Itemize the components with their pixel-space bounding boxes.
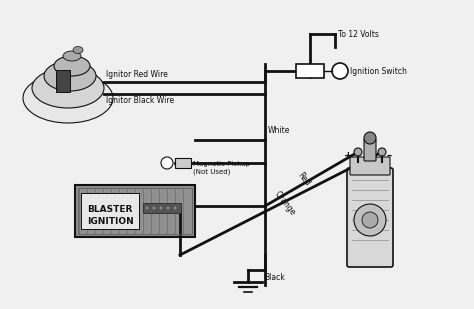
Circle shape xyxy=(332,63,348,79)
FancyBboxPatch shape xyxy=(364,139,376,161)
Text: Orange: Orange xyxy=(273,189,298,217)
FancyBboxPatch shape xyxy=(350,157,390,175)
Text: To 12 Volts: To 12 Volts xyxy=(338,29,379,39)
Text: BLASTER: BLASTER xyxy=(87,205,133,214)
FancyBboxPatch shape xyxy=(296,64,324,78)
Circle shape xyxy=(152,206,156,210)
FancyBboxPatch shape xyxy=(75,185,195,237)
Text: –: – xyxy=(387,151,392,161)
Ellipse shape xyxy=(73,46,83,53)
Circle shape xyxy=(354,204,386,236)
Text: +: + xyxy=(344,151,353,161)
Ellipse shape xyxy=(23,73,113,123)
Ellipse shape xyxy=(44,61,96,91)
FancyBboxPatch shape xyxy=(347,168,393,267)
Circle shape xyxy=(159,206,163,210)
Text: Red: Red xyxy=(296,171,312,188)
FancyBboxPatch shape xyxy=(143,203,181,213)
Text: IGNITION: IGNITION xyxy=(87,217,133,226)
FancyBboxPatch shape xyxy=(81,193,139,229)
Text: Black: Black xyxy=(264,273,285,282)
Text: Ignitor Black Wire: Ignitor Black Wire xyxy=(106,96,174,105)
Circle shape xyxy=(161,157,173,169)
Circle shape xyxy=(364,132,376,144)
Circle shape xyxy=(378,148,386,156)
FancyBboxPatch shape xyxy=(175,158,191,168)
Circle shape xyxy=(354,148,362,156)
Text: Ignitor Red Wire: Ignitor Red Wire xyxy=(106,70,168,79)
Circle shape xyxy=(145,206,149,210)
Ellipse shape xyxy=(63,51,81,61)
Circle shape xyxy=(362,212,378,228)
Ellipse shape xyxy=(54,56,90,76)
Circle shape xyxy=(166,206,170,210)
FancyBboxPatch shape xyxy=(56,70,70,92)
Text: Magnetic Pickup
(Not Used): Magnetic Pickup (Not Used) xyxy=(193,161,250,175)
Ellipse shape xyxy=(32,68,104,108)
Circle shape xyxy=(173,206,177,210)
Text: Ignition Switch: Ignition Switch xyxy=(350,66,407,75)
Text: White: White xyxy=(268,125,291,134)
